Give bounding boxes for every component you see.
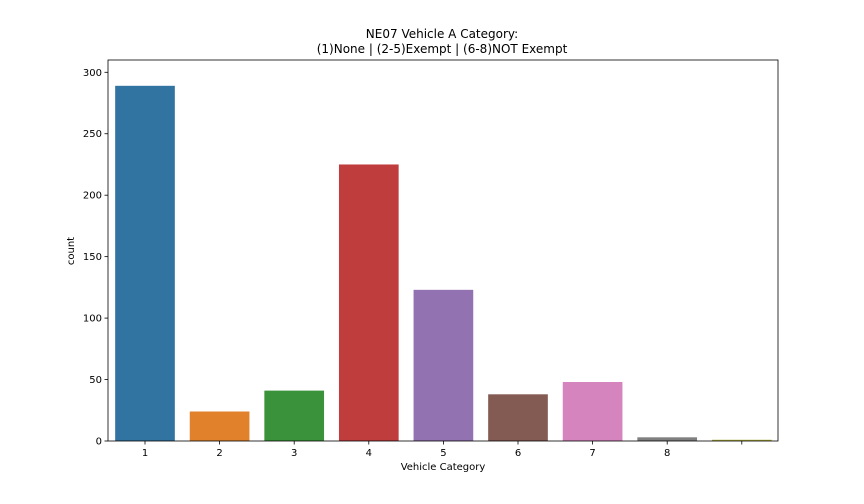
bar-1 — [115, 85, 175, 441]
x-tick-label-1: 1 — [142, 448, 148, 459]
bar-9 — [711, 439, 772, 441]
bar-3 — [264, 390, 325, 441]
x-tick-label-5: 5 — [440, 448, 446, 459]
y-tick-label-250: 250 — [83, 129, 102, 140]
bar-7 — [562, 382, 623, 441]
x-axis-label: Vehicle Category — [401, 462, 486, 473]
chart-title-line-2: (1)None | (2-5)Exempt | (6-8)NOT Exempt — [317, 42, 568, 56]
y-tick-label-100: 100 — [83, 314, 102, 325]
x-tick-label-2: 2 — [216, 448, 222, 459]
y-tick-label-150: 150 — [83, 252, 102, 263]
x-axis: 1 2 3 4 5 6 7 8 — [142, 441, 743, 459]
bar-4 — [338, 164, 399, 441]
x-tick-label-8: 8 — [664, 448, 670, 459]
y-tick-label-50: 50 — [89, 375, 102, 386]
bar-6 — [488, 394, 548, 441]
bar-5 — [413, 289, 474, 441]
y-tick-label-0: 0 — [96, 437, 102, 448]
y-tick-label-200: 200 — [83, 191, 102, 202]
y-axis-label: count — [66, 237, 77, 265]
x-tick-label-7: 7 — [589, 448, 595, 459]
y-axis: 0 50 100 150 200 250 300 — [83, 68, 108, 448]
bars — [115, 85, 772, 441]
x-tick-label-6: 6 — [515, 448, 521, 459]
bar-2 — [189, 411, 250, 441]
bar-8 — [637, 437, 698, 441]
y-tick-label-300: 300 — [83, 68, 102, 79]
chart-title-line-1: NE07 Vehicle A Category: — [366, 27, 518, 41]
x-tick-label-3: 3 — [291, 448, 297, 459]
x-tick-label-4: 4 — [366, 448, 372, 459]
